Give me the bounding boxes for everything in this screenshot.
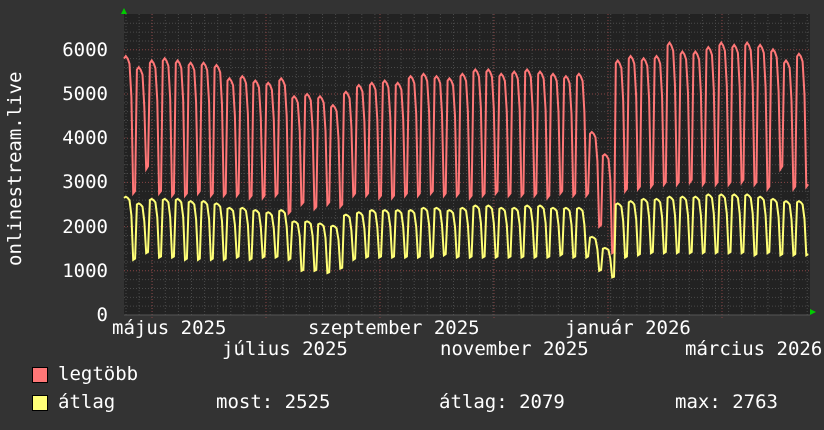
stat-max: max: 2763: [675, 391, 778, 413]
series-lines: [123, 40, 809, 279]
x-tick-label: szeptember 2025: [308, 317, 480, 339]
x-tick-label: május 2025: [112, 317, 227, 339]
y-axis-arrow-icon: [121, 8, 127, 14]
x-tick-label: július 2025: [222, 338, 348, 360]
y-tick-label: 1000: [62, 260, 108, 282]
legend-label-legtobb: legtöbb: [58, 363, 139, 385]
y-tick-label: 6000: [62, 39, 108, 61]
x-tick-label: november 2025: [440, 338, 589, 360]
series-line-legtobb: [123, 40, 809, 255]
x-tick-label: március 2026: [685, 338, 823, 360]
legend-swatch-atlag: [32, 395, 48, 411]
y-tick-label: 4000: [62, 127, 108, 149]
y-tick-label: 5000: [62, 83, 108, 105]
stat-now: most: 2525: [216, 391, 331, 413]
series-line-atlag: [123, 193, 809, 279]
legend-label-atlag: átlag: [58, 391, 116, 413]
y-axis-label: onlinestream.live: [4, 71, 26, 266]
y-tick-label: 3000: [62, 171, 108, 193]
y-tick-label: 2000: [62, 216, 108, 238]
y-tick-label: 0: [96, 304, 108, 326]
x-tick-label: január 2026: [565, 317, 691, 339]
stat-average: átlag: 2079: [439, 391, 565, 413]
x-axis-arrow-icon: [810, 309, 816, 315]
legend-swatch-legtobb: [32, 367, 48, 383]
